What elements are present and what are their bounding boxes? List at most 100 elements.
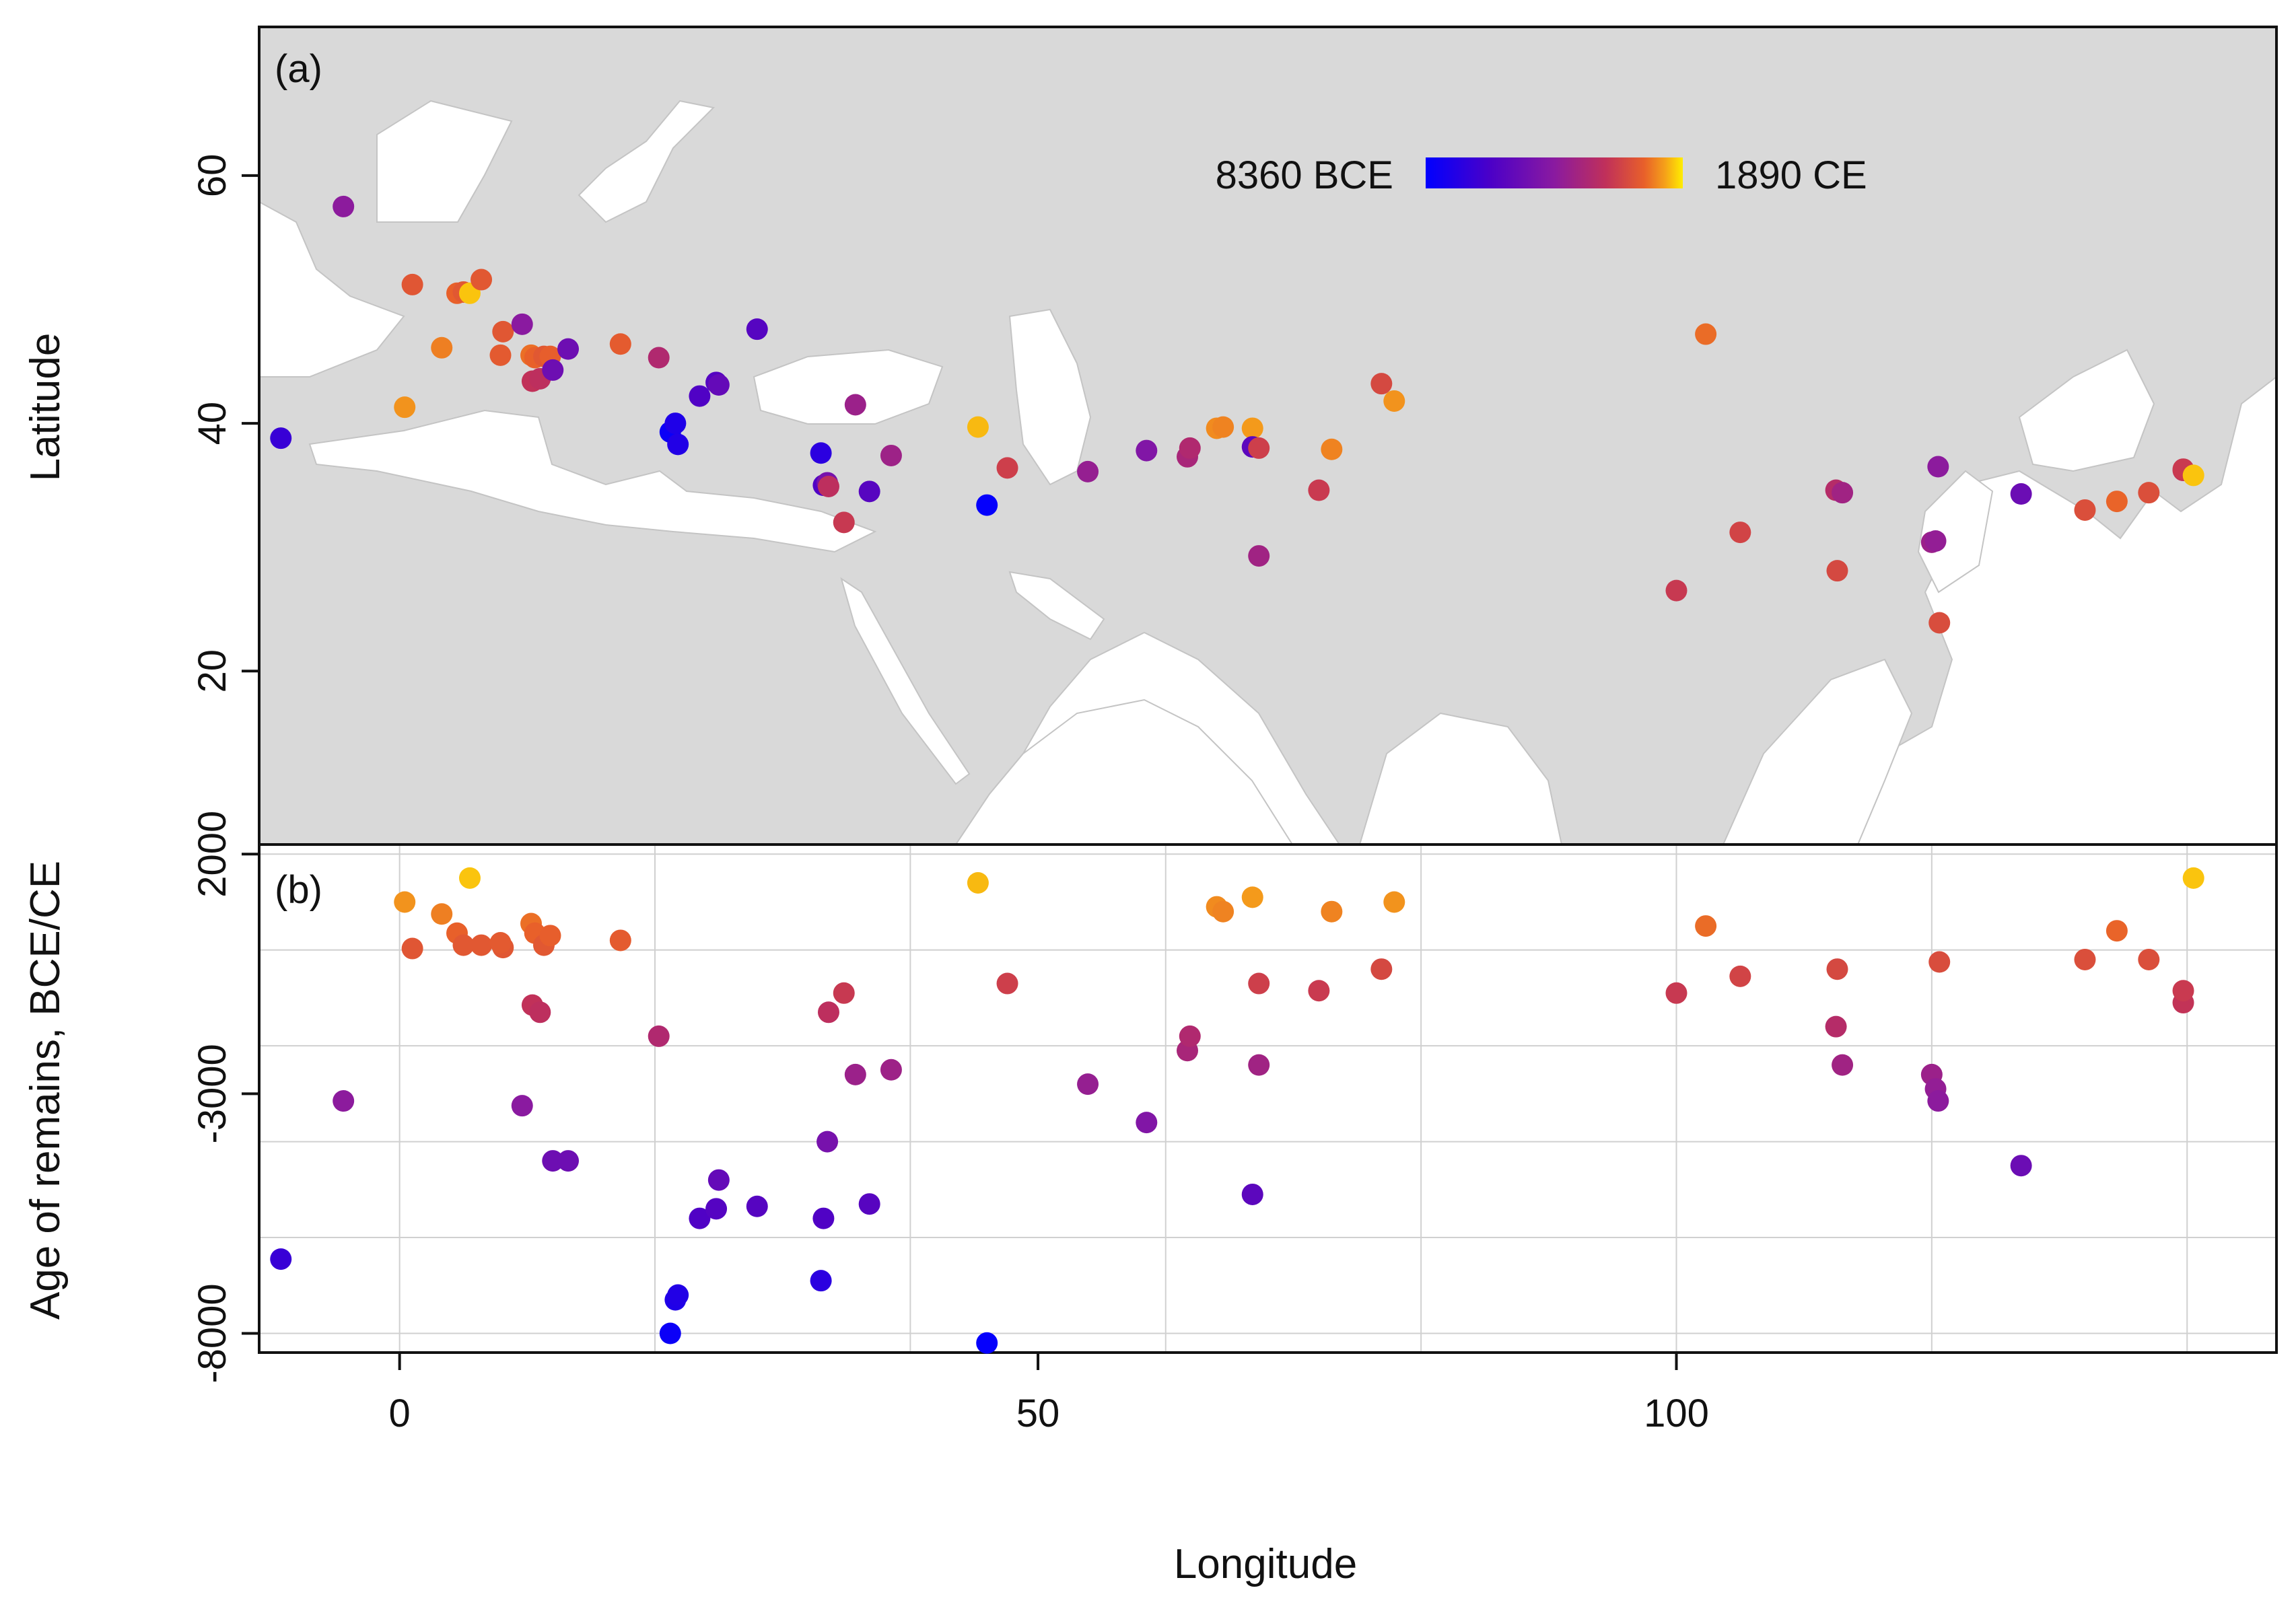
map-point — [2182, 464, 2204, 487]
age-point — [2172, 980, 2194, 1002]
map-point — [880, 444, 902, 466]
map-point — [2106, 491, 2128, 513]
age-point — [542, 1150, 564, 1172]
age-point — [2138, 948, 2160, 970]
landmass — [258, 26, 2277, 845]
age-point — [1826, 958, 1848, 980]
age-point — [812, 1207, 835, 1229]
panel-b-ylabel: Age of remains, BCE/CE — [22, 861, 69, 1320]
south-china-sea — [1722, 658, 1913, 845]
map-point — [844, 394, 866, 416]
map-point — [1695, 323, 1717, 345]
map-point — [833, 511, 855, 534]
age-point — [746, 1195, 768, 1217]
age-point — [1212, 900, 1234, 923]
age-point — [833, 982, 855, 1004]
y-tick-label: 2000 — [190, 811, 234, 898]
age-point — [1370, 958, 1393, 980]
panel-a-y-axis: 20 40 60 — [190, 154, 259, 693]
map-point — [1136, 439, 1158, 462]
map-point — [1665, 579, 1688, 602]
age-point — [1321, 900, 1343, 923]
age-point — [817, 1001, 839, 1024]
age-point — [270, 1248, 292, 1270]
age-point — [489, 932, 512, 954]
map-point — [1928, 612, 1951, 634]
age-point — [648, 1025, 670, 1047]
age-point — [1077, 1073, 1099, 1096]
age-point — [1695, 915, 1717, 937]
x-tick-label: 50 — [1016, 1392, 1060, 1435]
age-point — [1383, 891, 1405, 913]
map-point — [492, 320, 514, 343]
age-point — [967, 871, 989, 894]
age-point — [529, 1001, 551, 1024]
panel-b-x-axis: 0 50 100 — [389, 1353, 1709, 1435]
age-point — [689, 1207, 711, 1229]
map-point — [1308, 479, 1330, 501]
color-legend-max-label: 1890 CE — [1715, 153, 1867, 197]
age-point — [810, 1270, 832, 1292]
red-sea — [840, 577, 971, 785]
map-point — [2138, 482, 2160, 504]
yellow-sea — [1917, 470, 1994, 594]
x-tick-label: 0 — [389, 1392, 411, 1435]
map-point — [511, 313, 533, 335]
water-bodies — [258, 100, 2155, 845]
color-legend: 8360 BCE 1890 CE — [1216, 153, 1867, 197]
map-point — [1248, 545, 1270, 567]
y-tick-label: -3000 — [190, 1044, 234, 1143]
map-point — [1927, 456, 1949, 478]
panel-b-grid — [259, 845, 2276, 1353]
age-point — [401, 937, 423, 960]
atlantic — [258, 201, 405, 378]
panel-b-y-axis: -8000 -3000 2000 — [190, 811, 259, 1384]
age-point — [1308, 980, 1330, 1002]
y-tick-label: 40 — [190, 402, 234, 445]
age-point — [844, 1063, 866, 1085]
y-tick-label: -8000 — [190, 1283, 234, 1383]
age-point — [1729, 965, 1751, 987]
age-point — [1927, 1090, 1949, 1112]
age-point — [2106, 920, 2128, 942]
persian-gulf — [1008, 571, 1105, 641]
map-point — [667, 433, 689, 456]
map-point — [542, 359, 564, 381]
age-point — [394, 891, 416, 913]
age-point — [431, 903, 453, 925]
map-point — [1248, 437, 1270, 459]
map-point — [967, 416, 989, 438]
age-point — [667, 1284, 689, 1306]
age-point — [659, 1322, 681, 1344]
sea-of-japan — [2018, 349, 2155, 472]
black-sea — [753, 349, 944, 425]
age-point — [976, 1332, 998, 1354]
age-point — [609, 929, 631, 952]
panel-b-label: (b) — [275, 868, 322, 912]
map-point — [858, 480, 880, 503]
panel-b-points — [270, 867, 2204, 1354]
age-point — [1179, 1025, 1201, 1047]
panel-b-xlabel: Longitude — [1174, 1541, 1357, 1587]
panel-b-frame — [258, 843, 2278, 1354]
map-point — [557, 338, 580, 360]
map-point — [1212, 416, 1234, 438]
age-point — [880, 1058, 902, 1081]
map-point — [810, 442, 832, 464]
age-point — [996, 972, 1018, 995]
age-point — [1825, 1015, 1847, 1038]
map-point — [333, 195, 355, 217]
age-point — [511, 1095, 533, 1117]
map-point — [1383, 390, 1405, 412]
age-point — [2182, 867, 2204, 889]
map-point — [976, 494, 998, 516]
age-point — [705, 1198, 728, 1220]
map-point — [1924, 530, 1947, 552]
map-point — [1826, 560, 1848, 582]
map-point — [2010, 483, 2032, 505]
map-point — [609, 333, 631, 355]
map-point — [431, 336, 453, 359]
map-point — [401, 273, 423, 295]
map-point — [648, 347, 670, 369]
